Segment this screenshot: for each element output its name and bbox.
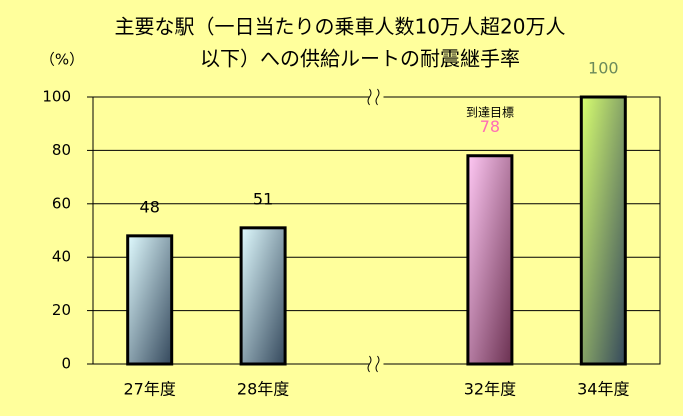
annotation: 到達目標	[466, 106, 514, 120]
chart-title: 主要な駅（一日当たりの乗車人数10万人超20万人	[115, 15, 566, 39]
chart-title: 以下）への供給ルートの耐震継手率	[200, 47, 520, 71]
x-tick-label: 32年度	[464, 380, 516, 399]
axis-break	[367, 355, 372, 373]
y-tick-label: 20	[52, 301, 71, 319]
y-tick-label: 60	[52, 194, 71, 212]
y-axis-label: （%）	[40, 51, 84, 69]
value-label: 100	[588, 59, 619, 78]
axis-break-gap	[369, 361, 384, 367]
axis-break-gap	[369, 94, 384, 100]
y-tick-label: 40	[52, 248, 71, 266]
bar	[579, 95, 627, 366]
bar	[466, 154, 514, 366]
bar	[126, 234, 174, 366]
bar	[239, 226, 287, 366]
x-tick-label: 28年度	[237, 380, 289, 399]
value-label: 48	[140, 197, 160, 216]
y-tick-label: 0	[61, 355, 71, 373]
value-label: 78	[480, 117, 500, 136]
x-tick-label: 34年度	[577, 380, 629, 399]
y-tick-label: 80	[52, 141, 71, 159]
x-tick-label: 27年度	[124, 380, 176, 399]
axis-break	[375, 88, 380, 106]
axis-break	[375, 355, 380, 373]
axis-break	[367, 88, 372, 106]
value-label: 51	[253, 189, 273, 208]
y-tick-label: 100	[42, 88, 71, 106]
